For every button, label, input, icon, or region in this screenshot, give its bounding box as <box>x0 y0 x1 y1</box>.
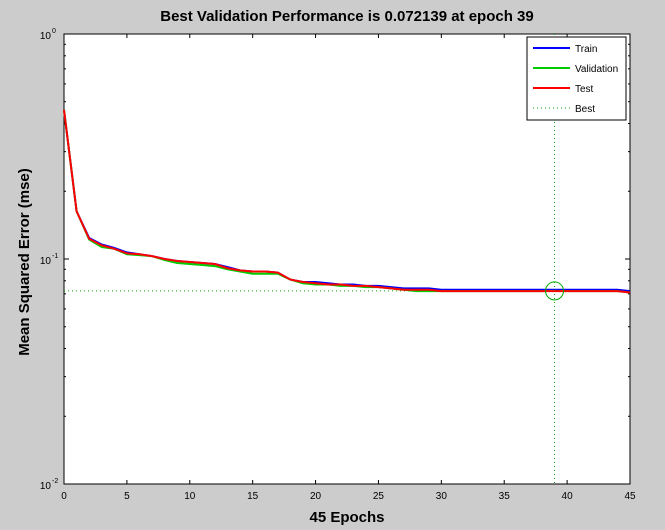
y-tick-exponent: 0 <box>52 28 56 35</box>
y-tick-exponent: -1 <box>52 253 58 260</box>
x-tick-label: 10 <box>184 491 196 502</box>
x-tick-label: 40 <box>562 491 574 502</box>
x-tick-label: 25 <box>373 491 385 502</box>
x-axis-label: 45 Epochs <box>309 509 384 526</box>
legend-label-best: Best <box>575 104 595 115</box>
y-axis-label: Mean Squared Error (mse) <box>16 168 33 356</box>
legend-label-test: Test <box>575 84 594 95</box>
y-tick-label: 10 <box>40 256 52 267</box>
x-tick-label: 15 <box>247 491 259 502</box>
legend-label-validation: Validation <box>575 64 618 75</box>
y-tick-label: 10 <box>40 31 52 42</box>
best-guides <box>64 34 630 484</box>
series-line-test <box>63 109 631 294</box>
y-tick-label: 10 <box>40 481 52 492</box>
x-tick-label: 20 <box>310 491 322 502</box>
x-tick-label: 30 <box>436 491 448 502</box>
chart-title: Best Validation Performance is 0.072139 … <box>160 8 534 25</box>
legend-label-train: Train <box>575 44 597 55</box>
best-marker <box>545 281 565 301</box>
x-tick-label: 0 <box>61 491 67 502</box>
x-axis-ticks: 0 5 10 15 20 25 30 35 40 45 <box>61 34 636 502</box>
legend-entries: Train Validation Test Best <box>533 44 618 115</box>
x-tick-label: 45 <box>624 491 636 502</box>
legend-box <box>526 36 627 121</box>
x-tick-label: 5 <box>124 491 130 502</box>
x-tick-label: 35 <box>499 491 511 502</box>
best-point-circle <box>545 281 565 301</box>
y-tick-exponent: -2 <box>52 478 58 485</box>
legend: Train Validation Test Best <box>526 36 627 121</box>
series-lines <box>63 109 631 294</box>
